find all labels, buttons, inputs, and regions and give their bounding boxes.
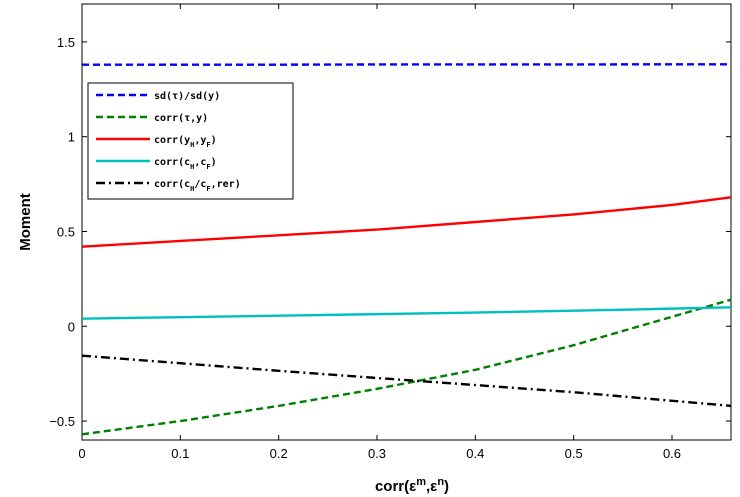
- legend-label-part: /c: [194, 179, 206, 190]
- x-tick-label: 0.6: [663, 446, 681, 461]
- y-tick-label: −0.5: [49, 414, 75, 429]
- series-line: [81, 354, 732, 408]
- x-axis-title-base: corr(ε: [375, 478, 416, 495]
- series-line: [81, 298, 732, 436]
- x-axis-title: corr(εm,εn): [375, 476, 449, 495]
- legend-label-part: sd(τ)/sd(y): [154, 91, 220, 102]
- x-tick-label: 0.4: [466, 446, 484, 461]
- legend-label-part: ): [211, 135, 217, 146]
- legend-box: [87, 82, 294, 200]
- ticks-layer: 0 0.1 0.2 0.3 0.4 0.5 0.6 −0.5 0 0.5 1 1.5: [49, 4, 731, 461]
- x-axis-title-sup-m: m: [416, 476, 426, 488]
- legend-label-part: ,c: [194, 157, 206, 168]
- legend-label: corr(yH,yF): [154, 135, 217, 149]
- x-tick-label: 0.2: [270, 446, 288, 461]
- y-tick-label: 1: [68, 130, 75, 145]
- legend-label-part: corr(c: [154, 157, 190, 168]
- legend-label-part: corr(τ,y): [154, 113, 208, 124]
- y-axis-title: Moment: [17, 193, 34, 251]
- plot-area: [81, 3, 732, 441]
- legend-label-part: F: [206, 141, 210, 149]
- legend-label-part: corr(y: [154, 135, 190, 146]
- y-tick-label: 1.5: [57, 35, 75, 50]
- y-tick-label: 0.5: [57, 224, 75, 239]
- legend-label-part: ,y: [194, 135, 206, 146]
- series-line: [81, 306, 732, 320]
- x-tick-label: 0: [78, 446, 85, 461]
- plot-frame: [81, 3, 732, 441]
- legend-label-part: H: [190, 185, 194, 193]
- x-axis-title-mid: ,ε: [426, 478, 437, 495]
- series-line: [81, 196, 732, 248]
- x-tick-label: 0.1: [171, 446, 189, 461]
- legend-label-part: F: [206, 185, 210, 193]
- legend-label: corr(τ,y): [154, 113, 208, 124]
- legend-label-part: H: [190, 163, 194, 171]
- legend-label-part: ): [211, 157, 217, 168]
- x-tick-label: 0.3: [368, 446, 386, 461]
- legend-label: sd(τ)/sd(y): [154, 91, 220, 102]
- legend-label-part: H: [190, 141, 194, 149]
- legend-label-part: ,rer): [211, 179, 241, 190]
- legend-label: corr(cH,cF): [154, 157, 217, 171]
- legend-label: corr(cH/cF,rer): [154, 179, 241, 193]
- legend: sd(τ)/sd(y)corr(τ,y)corr(yH,yF)corr(cH,c…: [87, 82, 294, 200]
- series-layer: [81, 63, 732, 436]
- x-tick-label: 0.5: [565, 446, 583, 461]
- legend-label-part: corr(c: [154, 179, 190, 190]
- x-axis-title-end: ): [444, 478, 449, 495]
- y-tick-label: 0: [68, 319, 75, 334]
- legend-label-part: F: [206, 163, 210, 171]
- x-axis-title-sup-n: n: [437, 476, 444, 488]
